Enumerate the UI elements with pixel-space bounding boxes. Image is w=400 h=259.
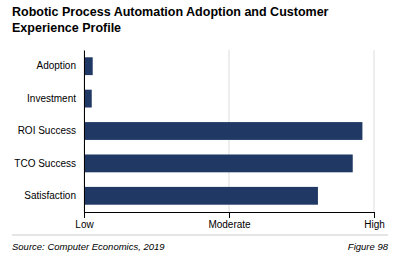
- tick-label: Adoption: [37, 60, 76, 71]
- bar: [84, 57, 93, 75]
- tick: Investment: [27, 93, 76, 104]
- tick-label: Investment: [27, 93, 76, 104]
- tick-mark: [374, 212, 375, 218]
- grid-line: [84, 50, 85, 212]
- tick: Low: [75, 212, 94, 230]
- chart: Robotic Process Automation Adoption and …: [0, 0, 400, 259]
- tick-label: Moderate: [208, 219, 251, 230]
- plot: Low Moderate High Adoption Investment ROI Suc…: [14, 50, 384, 230]
- title-line: Robotic Process Automation Adoption and …: [12, 5, 329, 19]
- tick-label: Low: [75, 219, 94, 230]
- tick: Satisfaction: [24, 190, 76, 201]
- bar: [84, 90, 92, 108]
- tick-label: TCO Success: [14, 158, 76, 169]
- bar: [84, 122, 362, 140]
- tick-label: High: [364, 219, 385, 230]
- annotation: Source: Computer Economics, 2019: [12, 241, 165, 252]
- tick-label: Satisfaction: [24, 190, 76, 201]
- title: Robotic Process Automation Adoption and …: [12, 5, 329, 35]
- axis-line: [85, 213, 375, 219]
- tick-mark: [84, 212, 85, 218]
- grid-line: [374, 50, 375, 212]
- separator: [12, 235, 388, 236]
- tick: Moderate: [208, 212, 251, 230]
- tick-label: ROI Success: [18, 125, 76, 136]
- axis-line: [84, 51, 85, 213]
- tick: High: [364, 212, 385, 230]
- tick: TCO Success: [14, 158, 76, 169]
- bar: [84, 187, 318, 205]
- bar: [84, 154, 353, 172]
- bars: [84, 57, 362, 204]
- category-axis: Adoption Investment ROI Success TCO Success…: [14, 51, 84, 213]
- tick-mark: [229, 212, 230, 218]
- grid: [84, 50, 374, 212]
- value-axis: Low Moderate High: [75, 212, 384, 230]
- tick: ROI Success: [18, 125, 76, 136]
- tick: Adoption: [37, 60, 76, 71]
- title-line: Experience Profile: [12, 21, 121, 35]
- annotation: Figure 98: [348, 241, 389, 252]
